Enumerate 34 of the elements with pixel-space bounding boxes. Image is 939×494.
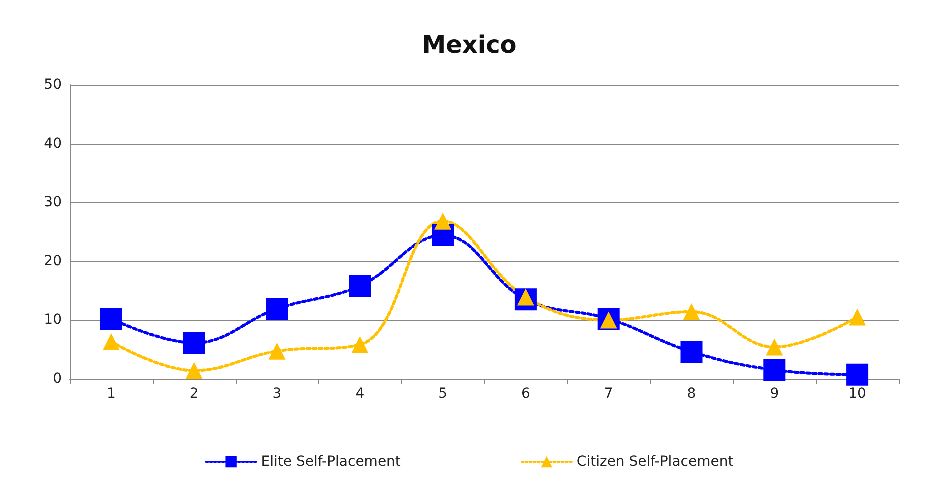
point	[186, 362, 203, 380]
x-tick-label: 2	[190, 386, 199, 402]
y-tick-label: 10	[44, 312, 62, 328]
legend-label: Elite Self-Placement	[261, 454, 402, 470]
x-tick-label: 8	[687, 386, 696, 402]
point	[766, 338, 784, 356]
point	[846, 364, 869, 386]
x-tick-label: 4	[356, 386, 365, 402]
point	[434, 212, 452, 230]
point	[183, 332, 206, 354]
point	[764, 359, 786, 382]
point	[266, 298, 288, 320]
y-tick-label: 20	[44, 253, 62, 270]
y-tick-label: 0	[53, 371, 62, 387]
chart-title: Mexico	[422, 31, 517, 59]
x-tick-label: 6	[521, 386, 530, 402]
x-tick-label: 9	[770, 386, 780, 402]
point	[352, 336, 369, 354]
point	[683, 303, 700, 320]
y-tick-label: 30	[44, 194, 62, 211]
x-tick-label: 7	[604, 386, 614, 402]
y-tick-label: 50	[44, 77, 62, 93]
legend-label: Citizen Self-Placement	[576, 454, 734, 470]
x-tick-label: 1	[106, 386, 116, 402]
x-tick-label: 10	[848, 386, 866, 402]
x-tick-label: 3	[272, 386, 282, 402]
point	[268, 342, 286, 360]
x-tick-label: 5	[438, 386, 448, 402]
y-tick-label: 40	[44, 136, 62, 152]
point	[100, 308, 122, 330]
point	[349, 275, 372, 298]
point	[849, 308, 866, 326]
point	[102, 333, 120, 350]
point	[680, 340, 703, 363]
